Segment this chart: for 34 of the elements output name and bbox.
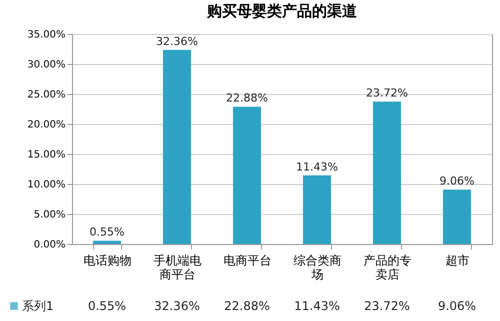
text: 9.06% xyxy=(440,174,474,188)
text: 11.43% xyxy=(296,160,338,174)
data-label: 11.43% xyxy=(294,299,340,313)
text: 23.72% xyxy=(366,86,408,100)
data-label: 0.55% xyxy=(88,299,126,313)
bar xyxy=(303,175,331,244)
x-tick-label: 超市 xyxy=(446,254,470,268)
x-tick-label: 电商平台 xyxy=(224,254,272,268)
bar xyxy=(163,50,191,244)
bar xyxy=(93,240,121,244)
y-tick-label: 5.00% xyxy=(34,210,66,220)
bar xyxy=(233,106,261,244)
data-label: 23.72% xyxy=(364,299,410,313)
text: 22.88% xyxy=(226,92,268,105)
y-tick-label: 15.00% xyxy=(27,150,66,160)
data-label: 9.06% xyxy=(438,299,476,313)
bar xyxy=(443,190,471,244)
text: 0.55% xyxy=(90,226,124,239)
x-tick-label: 手机端电商平台 xyxy=(154,254,202,282)
y-tick-label: 20.00% xyxy=(27,120,66,130)
bar xyxy=(373,102,401,244)
data-label: 32.36% xyxy=(154,299,200,313)
data-label: 22.88% xyxy=(224,299,270,313)
chart-title: 购买母婴类产品的渠道 xyxy=(206,2,358,20)
legend-label: 系列1 xyxy=(22,299,54,313)
y-tick-label: 0.00% xyxy=(34,240,66,250)
y-tick-label: 30.00% xyxy=(27,60,66,70)
x-tick-label: 产品的专卖店 xyxy=(364,254,412,282)
y-tick-label: 25.00% xyxy=(27,90,66,100)
x-tick-label: 电话购物 xyxy=(84,254,132,268)
y-tick-label: 35.00% xyxy=(27,30,66,40)
y-tick-label: 10.00% xyxy=(27,180,66,190)
x-tick-label: 综合类商场 xyxy=(294,254,342,282)
text: 32.36% xyxy=(156,34,198,48)
